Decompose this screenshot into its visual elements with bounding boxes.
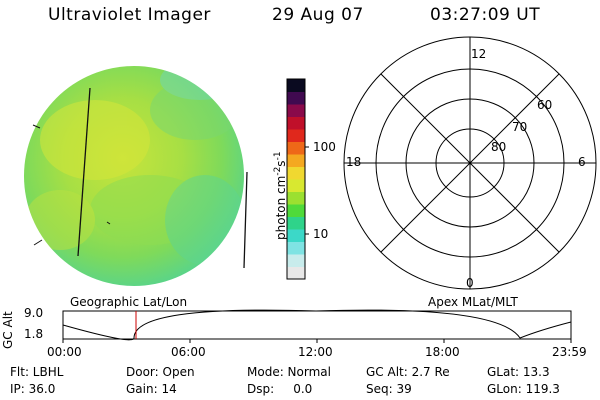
- colorbar-segment: [287, 79, 305, 92]
- info-seq: Seq: 39: [366, 382, 412, 396]
- colorbar-segment: [287, 216, 305, 230]
- info-flt: Flt: LBHL: [10, 365, 64, 379]
- colorbar: [286, 78, 306, 280]
- mlt-label-6: 6: [578, 155, 586, 169]
- colorbar-segment: [287, 166, 305, 180]
- slit-line-right: [243, 171, 248, 269]
- earth-uv-image: [24, 66, 248, 286]
- info-mode: Mode: Normal: [247, 365, 331, 379]
- colorbar-unit-label: photon cm-2s-1: [273, 151, 288, 240]
- altitude-curve: [62, 309, 572, 341]
- colorbar-segment: [287, 254, 305, 267]
- colorbar-segment: [287, 179, 305, 192]
- ytick-1-8: 1.8: [24, 327, 44, 341]
- ytick-9: 9.0: [24, 306, 44, 320]
- polar-grid: [343, 36, 597, 290]
- info-glat: GLat: 13.3: [487, 365, 550, 379]
- lat-label-80: 80: [491, 140, 507, 154]
- colorbar-segment: [287, 129, 305, 142]
- info-dsp: Dsp: 0.0: [247, 382, 313, 396]
- colorbar-segment: [287, 229, 305, 242]
- geographic-label: Geographic Lat/Lon: [70, 295, 188, 309]
- info-glon: GLon: 119.3: [487, 382, 560, 396]
- xtick-0000: 00:00: [47, 345, 82, 359]
- xtick-0600: 06:00: [171, 345, 206, 359]
- apex-label: Apex MLat/MLT: [428, 295, 518, 309]
- colorbar-segment: [287, 266, 305, 280]
- colorbar-tick-100: 100: [313, 140, 336, 154]
- date-label: 29 Aug 07: [272, 5, 364, 25]
- slit-line-left: [77, 87, 91, 257]
- lat-label-60: 60: [537, 98, 553, 112]
- mlt-label-18: 18: [346, 155, 362, 169]
- colorbar-segment: [287, 116, 305, 130]
- instrument-title: Ultraviolet Imager: [48, 5, 211, 25]
- colorbar-segment: [287, 91, 305, 105]
- colorbar-segment: [287, 141, 305, 155]
- lat-label-70: 70: [512, 120, 528, 134]
- info-ip: IP: 36.0: [10, 382, 56, 396]
- info-gc-alt: GC Alt: 2.7 Re: [366, 365, 450, 379]
- time-label: 03:27:09 UT: [430, 5, 541, 25]
- colorbar-segment: [287, 104, 305, 117]
- xtick-1800: 18:00: [425, 345, 460, 359]
- info-gain: Gain: 14: [126, 382, 177, 396]
- altitude-plot-frame: [62, 310, 572, 340]
- info-door: Door: Open: [126, 365, 195, 379]
- mlt-label-0: 0: [466, 276, 474, 290]
- gc-alt-axis-label: GC Alt: [1, 311, 15, 349]
- colorbar-segment: [287, 191, 305, 205]
- colorbar-segment: [287, 204, 305, 217]
- colorbar-segment: [287, 241, 305, 255]
- xtick-1200: 12:00: [298, 345, 333, 359]
- xtick-2359: 23:59: [552, 345, 587, 359]
- colorbar-segment: [287, 154, 305, 167]
- mlt-label-12: 12: [471, 47, 487, 61]
- colorbar-tick-10: 10: [313, 227, 329, 241]
